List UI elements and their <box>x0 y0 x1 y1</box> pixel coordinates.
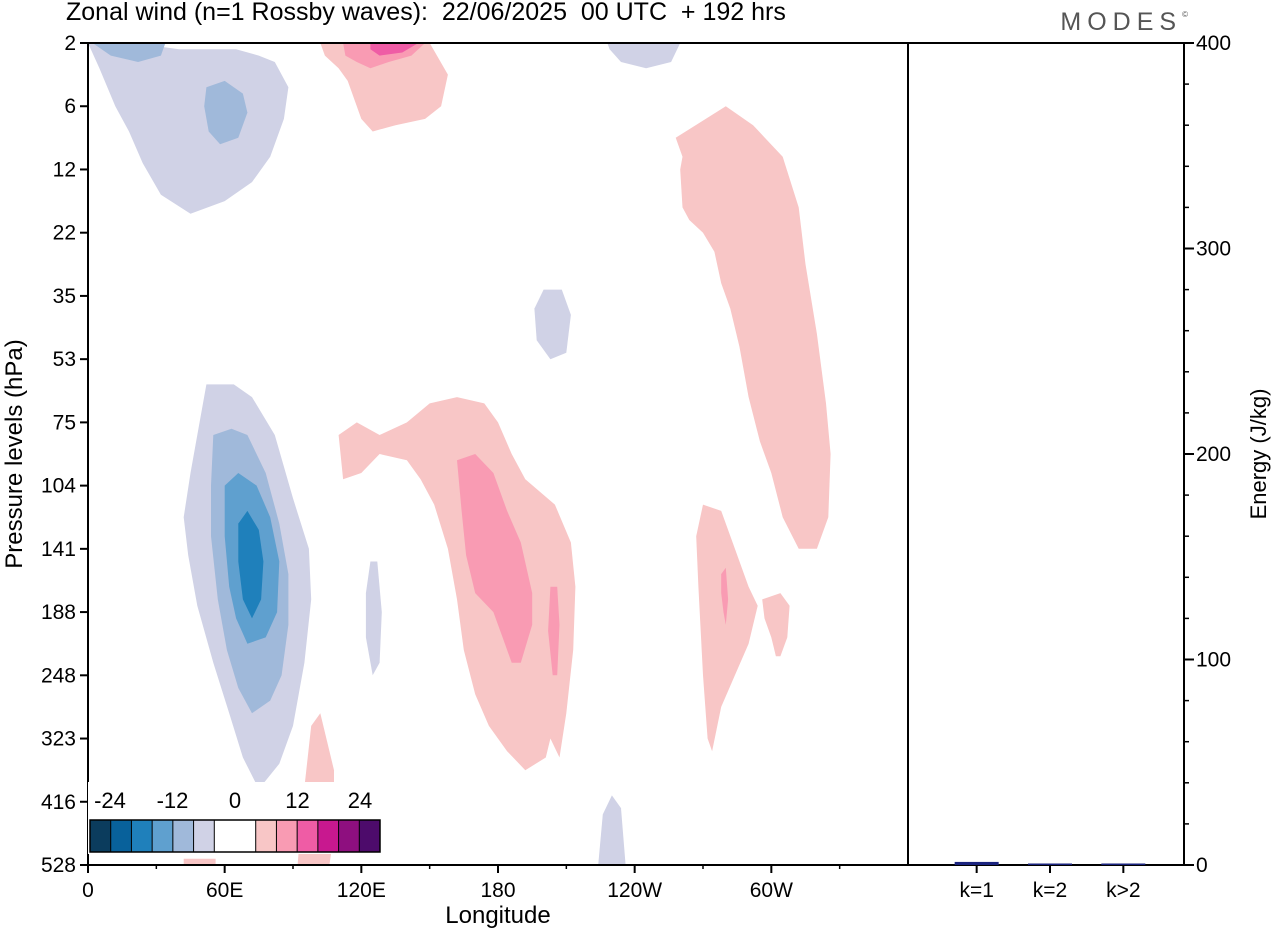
contour-group <box>88 43 831 865</box>
y-tick-label: 12 <box>53 158 76 181</box>
contour-bottom-pos-l1 <box>183 858 216 865</box>
y-tick-label: 75 <box>53 411 76 434</box>
colorbar-label: -12 <box>157 788 189 813</box>
y-tick-label: 248 <box>41 664 76 687</box>
energy-bar-label: k=2 <box>1033 879 1067 902</box>
logo-text: MODES <box>1060 8 1183 36</box>
y-tick-label: 53 <box>53 348 76 371</box>
contour-top-pos-l1 <box>320 43 448 132</box>
contour-east-small-pos-l1 <box>762 593 790 657</box>
contour-bottom-neg-l1 <box>598 795 626 865</box>
energy-bar-label: k=1 <box>959 879 993 902</box>
energy-tick-label: 400 <box>1196 32 1231 55</box>
energy-bar-k>2 <box>1101 863 1146 865</box>
colorbar-swatch <box>152 820 174 852</box>
colorbar-label: 0 <box>229 788 241 813</box>
y-axis-label: Pressure levels (hPa) <box>1 339 28 568</box>
modes-logo: MODES© <box>1060 8 1188 37</box>
chart-title: Zonal wind (n=1 Rossby waves): 22/06/202… <box>66 0 786 26</box>
contour-top-neg-l1 <box>88 43 289 214</box>
contour-top-neg-l2 <box>92 43 166 62</box>
x-tick-label: 120W <box>607 879 662 902</box>
y-tick-label: 416 <box>41 791 76 814</box>
colorbar-swatch <box>110 820 132 852</box>
colorbar-label: 24 <box>348 788 372 813</box>
colorbar-swatch <box>255 820 277 852</box>
colorbar-label: -24 <box>94 788 126 813</box>
y-tick-label: 2 <box>64 32 76 55</box>
energy-bar-k=1 <box>954 861 999 865</box>
colorbar-swatch <box>359 820 381 852</box>
colorbar-swatch <box>193 820 215 852</box>
energy-tick-label: 0 <box>1196 854 1208 877</box>
energy-bar-k=2 <box>1028 863 1072 865</box>
contour-mid-neg-l1 <box>534 289 571 360</box>
y-tick-label: 188 <box>41 601 76 624</box>
colorbar-swatch <box>235 820 257 852</box>
y-tick-label: 6 <box>64 95 76 118</box>
contour-east-mid-pos-l2 <box>721 567 729 625</box>
colorbar-swatch <box>172 820 194 852</box>
contour-dateline-pos-l2 <box>548 586 560 676</box>
colorbar-swatch <box>338 820 360 852</box>
energy-tick-label: 300 <box>1196 238 1231 261</box>
contour-layer <box>88 43 831 865</box>
x-tick-label: 0 <box>82 879 94 902</box>
contour-east-mid-pos-l1 <box>696 504 758 752</box>
energy-tick-label: 200 <box>1196 443 1231 466</box>
energy-tick-label: 100 <box>1196 649 1231 672</box>
energy-axis-label: Energy (J/kg) <box>1246 389 1271 520</box>
colorbar-swatch <box>276 820 298 852</box>
colorbar-swatch <box>297 820 319 852</box>
contour-east-high-pos-l1 <box>675 106 831 549</box>
colorbar-frame <box>89 819 381 853</box>
y-tick-label: 528 <box>41 854 76 877</box>
colorbar-swatch <box>90 820 112 852</box>
colorbar-label: 12 <box>285 788 309 813</box>
energy-bars: k=1 k=2 k>2 <box>954 861 1146 902</box>
contour-dateline-pos-l2 <box>457 454 533 663</box>
contour-top-neg-right-l1 <box>607 43 681 69</box>
y-tick-label: 104 <box>41 475 76 498</box>
y-tick-label: 35 <box>53 285 76 308</box>
contour-west-neg-l4 <box>238 510 264 619</box>
contour-top-pos-l3 <box>370 43 419 56</box>
contour-dateline-pos-l1 <box>338 397 576 771</box>
colorbar-swatch <box>131 820 153 852</box>
y-tick-label: 22 <box>53 222 76 245</box>
y-tick-label: 323 <box>41 728 76 751</box>
x-tick-label: 180 <box>480 879 515 902</box>
contour-small-neg-l1 <box>365 561 382 676</box>
energy-bar-label: k>2 <box>1106 879 1140 902</box>
colorbar-swatch <box>214 820 236 852</box>
x-tick-label: 60W <box>750 879 793 902</box>
colorbar-swatch <box>317 820 339 852</box>
x-axis-label: Longitude <box>445 902 550 929</box>
x-tick-label: 120E <box>337 879 386 902</box>
logo-mark: © <box>1182 10 1188 19</box>
y-tick-label: 141 <box>41 538 76 561</box>
x-tick-label: 60E <box>206 879 243 902</box>
contour-top-neg-l2 <box>204 80 248 145</box>
colorbar: -24 -12 0 12 24 <box>88 782 382 854</box>
